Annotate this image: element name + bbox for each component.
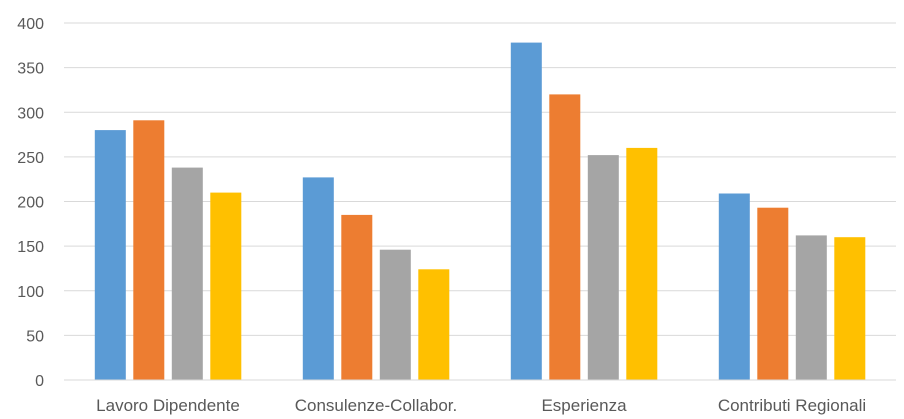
bar-cat0-series0 [94,130,126,380]
y-tick-label: 400 [17,16,44,33]
y-tick-label: 0 [35,373,44,390]
x-category-label: Esperienza [541,396,627,415]
bar-cat0-series1 [133,120,165,381]
bar-cat2-series3 [626,147,658,380]
bar-cat0-series2 [171,167,203,380]
y-tick-label: 250 [17,150,44,167]
bar-cat3-series2 [795,235,827,380]
bar-cat2-series2 [587,155,619,380]
bars [94,42,866,381]
bar-cat2-series0 [510,42,542,380]
bar-cat1-series0 [302,177,334,380]
y-tick-label: 100 [17,284,44,301]
bar-cat0-series3 [210,192,242,380]
bar-cat1-series3 [418,269,450,380]
bar-cat3-series0 [718,193,750,380]
x-axis-category-labels: Lavoro Dipendente Consulenze-Collabor. Esp… [96,396,866,415]
bar-cat1-series2 [379,249,411,380]
bar-cat3-series1 [757,207,789,380]
y-tick-label: 150 [17,239,44,256]
bar-cat3-series3 [834,237,866,380]
y-tick-label: 350 [17,61,44,78]
x-category-label: Contributi Regionali [718,396,866,415]
y-tick-label: 300 [17,105,44,122]
bar-cat2-series1 [549,94,581,381]
x-category-label: Lavoro Dipendente [96,396,240,415]
y-axis-tick-labels: 0 50 100 150 200 250 300 350 400 [17,16,44,390]
y-tick-label: 200 [17,195,44,212]
bar-cat1-series1 [341,214,373,380]
x-category-label: Consulenze-Collabor. [295,396,458,415]
y-tick-label: 50 [26,328,44,345]
